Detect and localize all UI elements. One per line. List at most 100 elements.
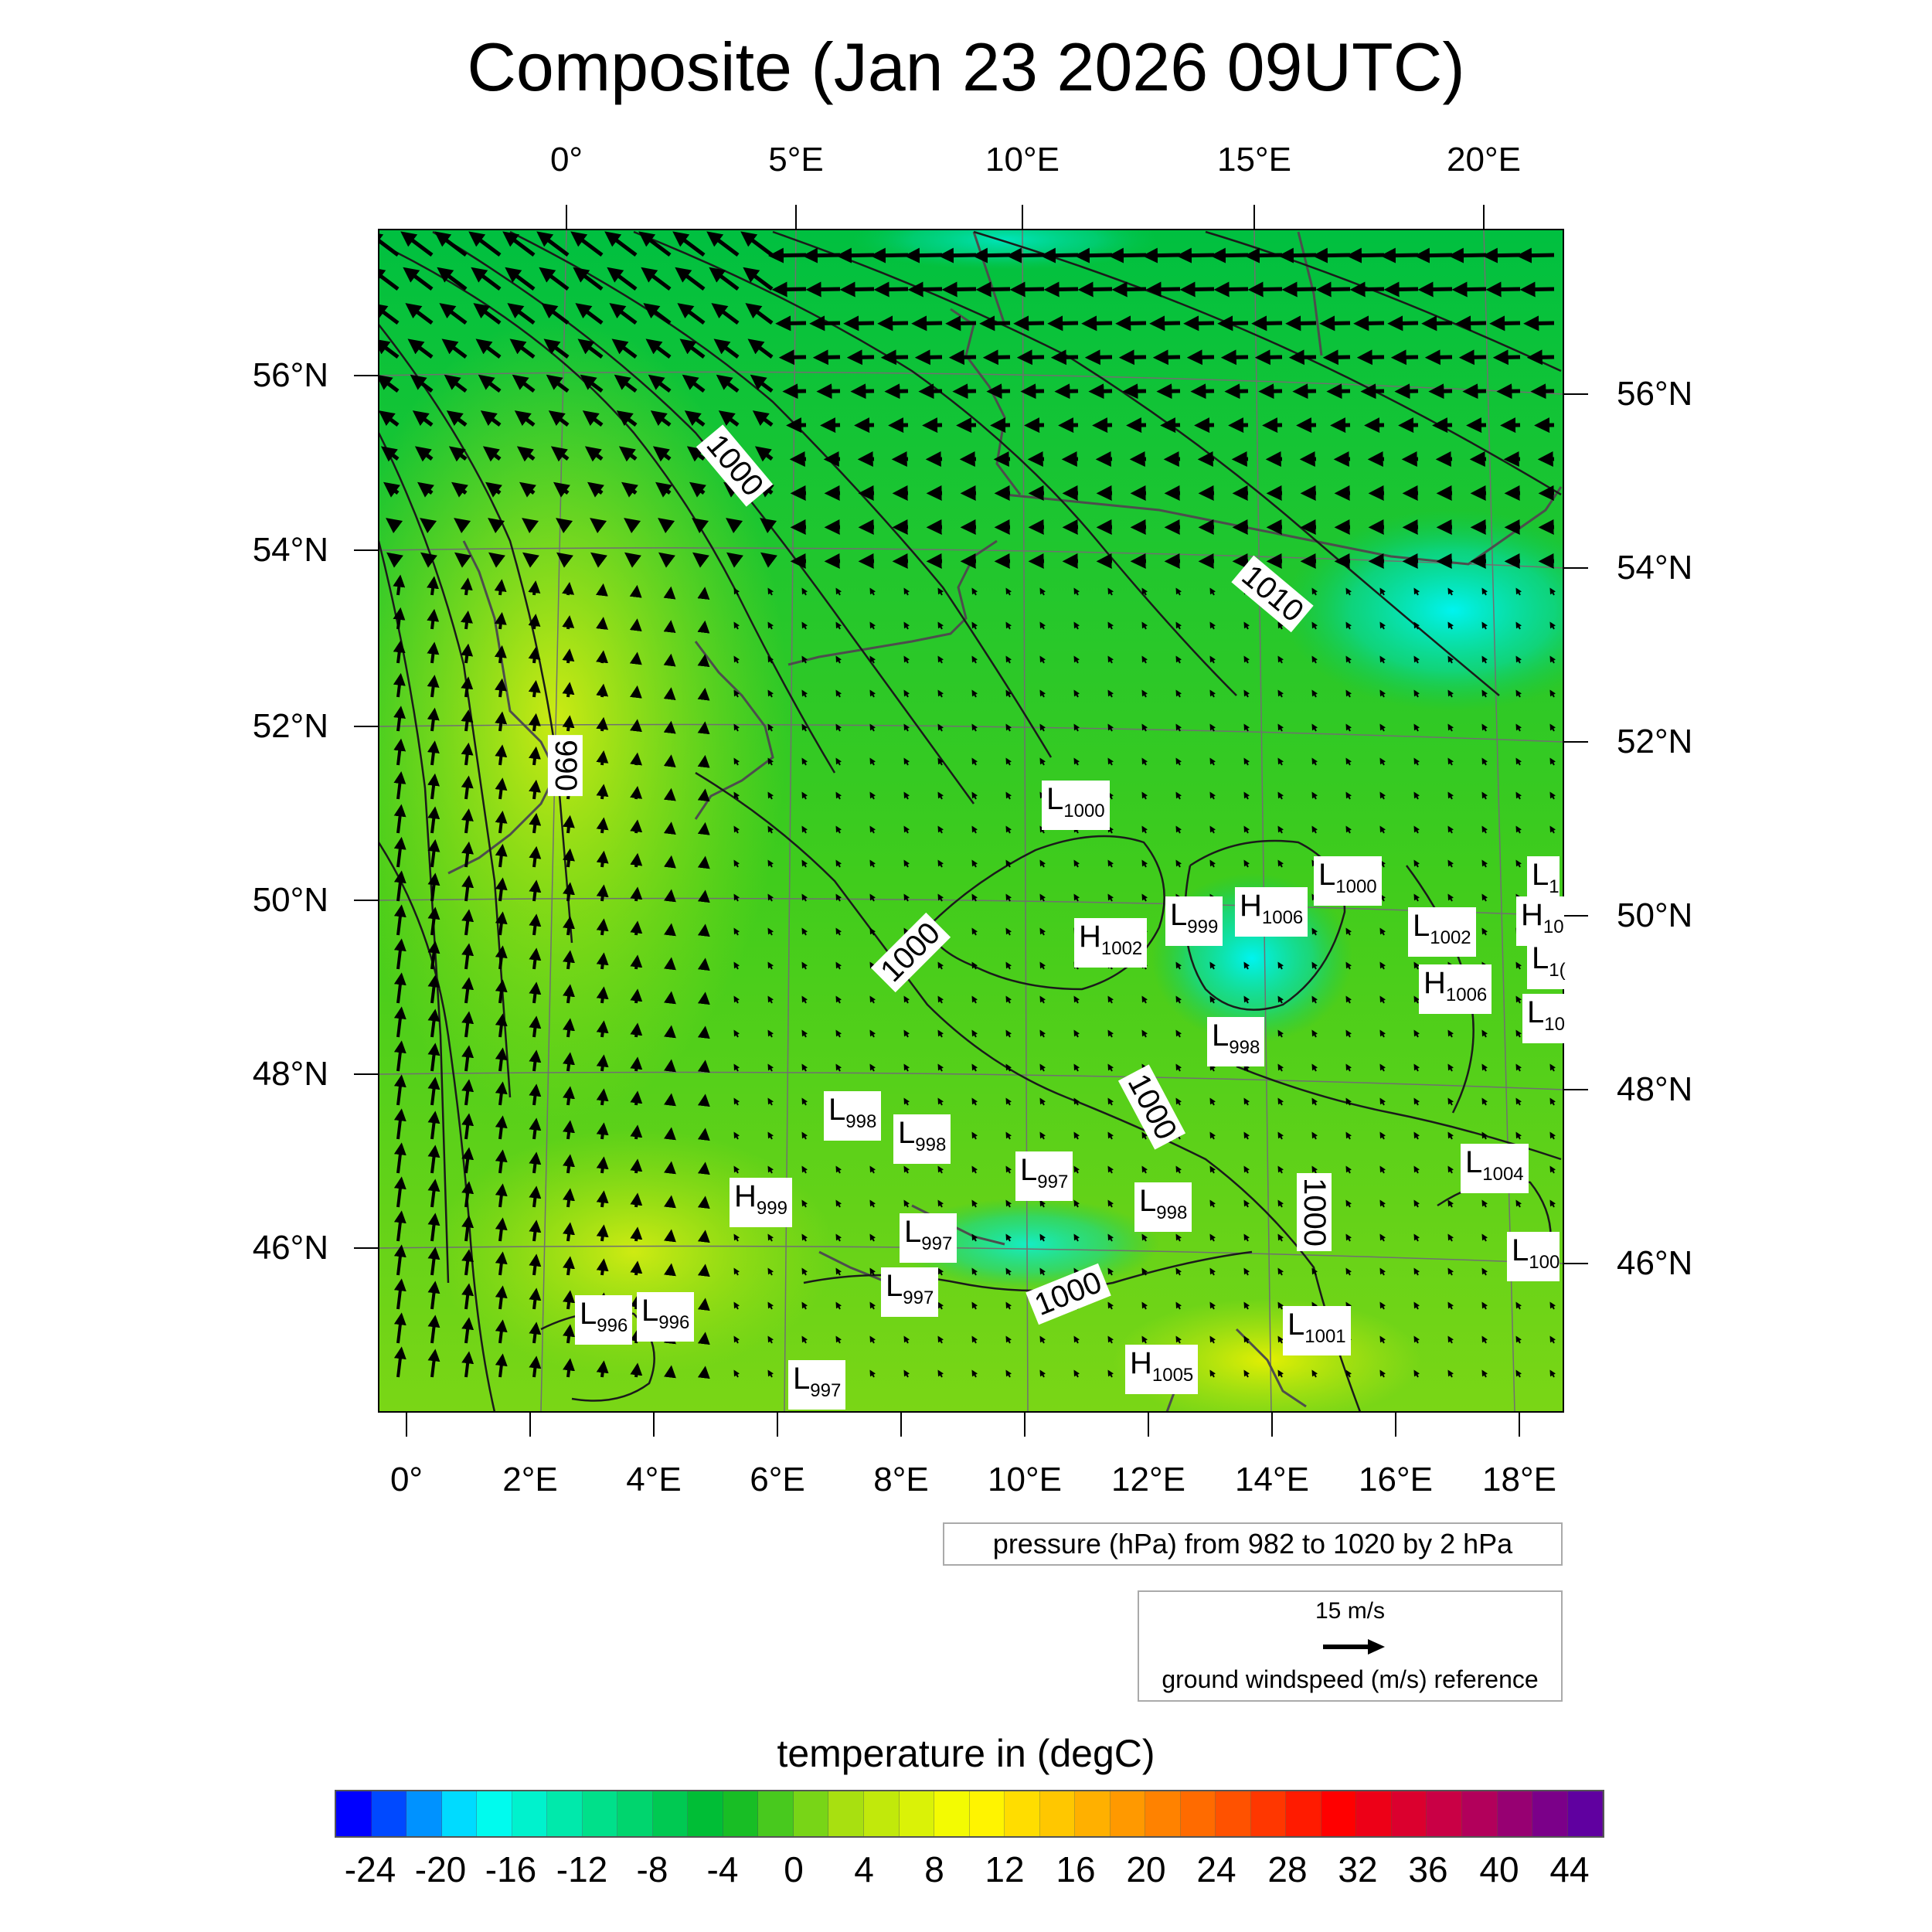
wind-arrow xyxy=(1077,281,1113,298)
wind-arrow xyxy=(1039,757,1046,766)
isobar-label: 1000 xyxy=(1296,1173,1332,1251)
wind-arrow xyxy=(1209,1369,1216,1378)
wind-arrow xyxy=(801,1097,808,1106)
colorbar-tick-label: 40 xyxy=(1479,1849,1519,1889)
wind-arrow xyxy=(986,383,1011,400)
wind-arrow xyxy=(733,757,740,766)
wind-arrow xyxy=(767,1301,774,1310)
wind-arrow xyxy=(495,777,508,800)
wind-arrow xyxy=(427,1281,440,1310)
wind-arrow xyxy=(1311,689,1318,698)
wind-arrow xyxy=(941,281,977,298)
wind-arrow xyxy=(1515,1369,1522,1378)
wind-arrow xyxy=(1107,995,1114,1004)
wind-arrow xyxy=(393,972,406,1004)
wind-arrow xyxy=(1209,825,1216,834)
wind-arrow xyxy=(1345,825,1352,834)
wind-arrow xyxy=(767,689,774,698)
wind-arrow xyxy=(1016,349,1045,366)
wind-arrow xyxy=(529,1117,542,1140)
wind-arrow xyxy=(1176,247,1215,264)
wind-arrow xyxy=(1281,281,1317,298)
wind-arrow xyxy=(679,338,706,359)
wind-arrow xyxy=(379,267,400,291)
wind-arrow xyxy=(1108,247,1147,264)
wind-arrow xyxy=(596,1020,609,1038)
wind-arrow xyxy=(697,1366,710,1379)
wind-arrow xyxy=(630,1158,643,1174)
wind-arrow xyxy=(1152,349,1181,366)
wind-arrow xyxy=(1209,1233,1216,1242)
wind-arrow xyxy=(709,267,740,291)
wind-arrow xyxy=(1039,1233,1046,1242)
wind-arrow xyxy=(1175,1029,1182,1038)
wind-arrow xyxy=(482,446,502,462)
wind-arrow xyxy=(767,655,774,664)
wind-arrow xyxy=(379,410,400,427)
wind-arrow xyxy=(461,1011,474,1038)
wind-arrow xyxy=(1379,689,1386,698)
wind-arrow xyxy=(760,518,777,534)
wind-arrow xyxy=(1345,1267,1352,1276)
wind-arrow xyxy=(1379,1267,1386,1276)
wind-arrow xyxy=(697,1196,710,1209)
wind-arrow xyxy=(697,957,710,971)
wind-arrow xyxy=(1243,757,1250,766)
wind-arrow xyxy=(672,231,706,257)
wind-arrow xyxy=(692,552,709,568)
wind-arrow xyxy=(733,723,740,732)
wind-arrow xyxy=(563,1358,575,1378)
wind-arrow xyxy=(630,920,643,936)
wind-arrow xyxy=(971,655,978,664)
wind-arrow xyxy=(835,757,842,766)
wind-arrow xyxy=(903,893,910,902)
wind-arrow xyxy=(417,481,434,498)
wind-arrow xyxy=(1311,621,1318,630)
wind-arrow xyxy=(596,1360,609,1378)
wind-arrow xyxy=(733,1131,740,1140)
wind-arrow xyxy=(629,618,642,632)
wind-arrow xyxy=(733,791,740,800)
wind-arrow xyxy=(1175,655,1182,664)
wind-arrow xyxy=(1209,995,1216,1004)
wind-arrow xyxy=(1039,825,1046,834)
wind-arrow xyxy=(1043,281,1079,298)
wind-arrow xyxy=(410,374,434,393)
wind-arrow xyxy=(846,349,875,366)
wind-arrow xyxy=(393,738,406,766)
wind-arrow xyxy=(971,587,978,596)
right-lat-label: 46°N xyxy=(1617,1244,1693,1282)
wind-arrow xyxy=(684,410,706,427)
wind-arrow xyxy=(1005,961,1012,970)
wind-arrow xyxy=(1209,1097,1216,1106)
wind-arrow xyxy=(903,791,910,800)
wind-arrow xyxy=(1311,927,1318,936)
wind-arrow xyxy=(903,1097,910,1106)
wind-arrow xyxy=(1243,961,1250,970)
wind-arrow xyxy=(529,913,542,936)
wind-arrow xyxy=(937,1097,944,1106)
wind-arrow xyxy=(1515,995,1522,1004)
wind-arrow xyxy=(726,518,743,534)
wind-arrow xyxy=(596,1190,609,1208)
wind-arrow xyxy=(1277,757,1284,766)
wind-arrow xyxy=(1251,315,1283,332)
pressure-center-label: L1( xyxy=(1527,940,1566,989)
wind-arrow xyxy=(379,303,400,325)
wind-arrow xyxy=(971,1097,978,1106)
wind-arrow xyxy=(562,682,575,698)
colorbar-swatch xyxy=(406,1791,442,1836)
wind-arrow xyxy=(630,1022,643,1038)
wind-arrow xyxy=(1073,757,1080,766)
wind-arrow xyxy=(1394,383,1419,400)
wind-arrow xyxy=(596,952,609,970)
wind-arrow xyxy=(1277,655,1284,664)
wind-arrow xyxy=(1549,1097,1556,1106)
wind-arrow xyxy=(1481,825,1488,834)
wind-arrow xyxy=(1175,1233,1182,1242)
wind-arrow xyxy=(937,1267,944,1276)
wind-arrow xyxy=(664,1161,676,1175)
wind-arrow xyxy=(1005,1165,1012,1174)
wind-arrow xyxy=(1047,315,1079,332)
bottom-lon-label: 2°E xyxy=(502,1461,558,1498)
